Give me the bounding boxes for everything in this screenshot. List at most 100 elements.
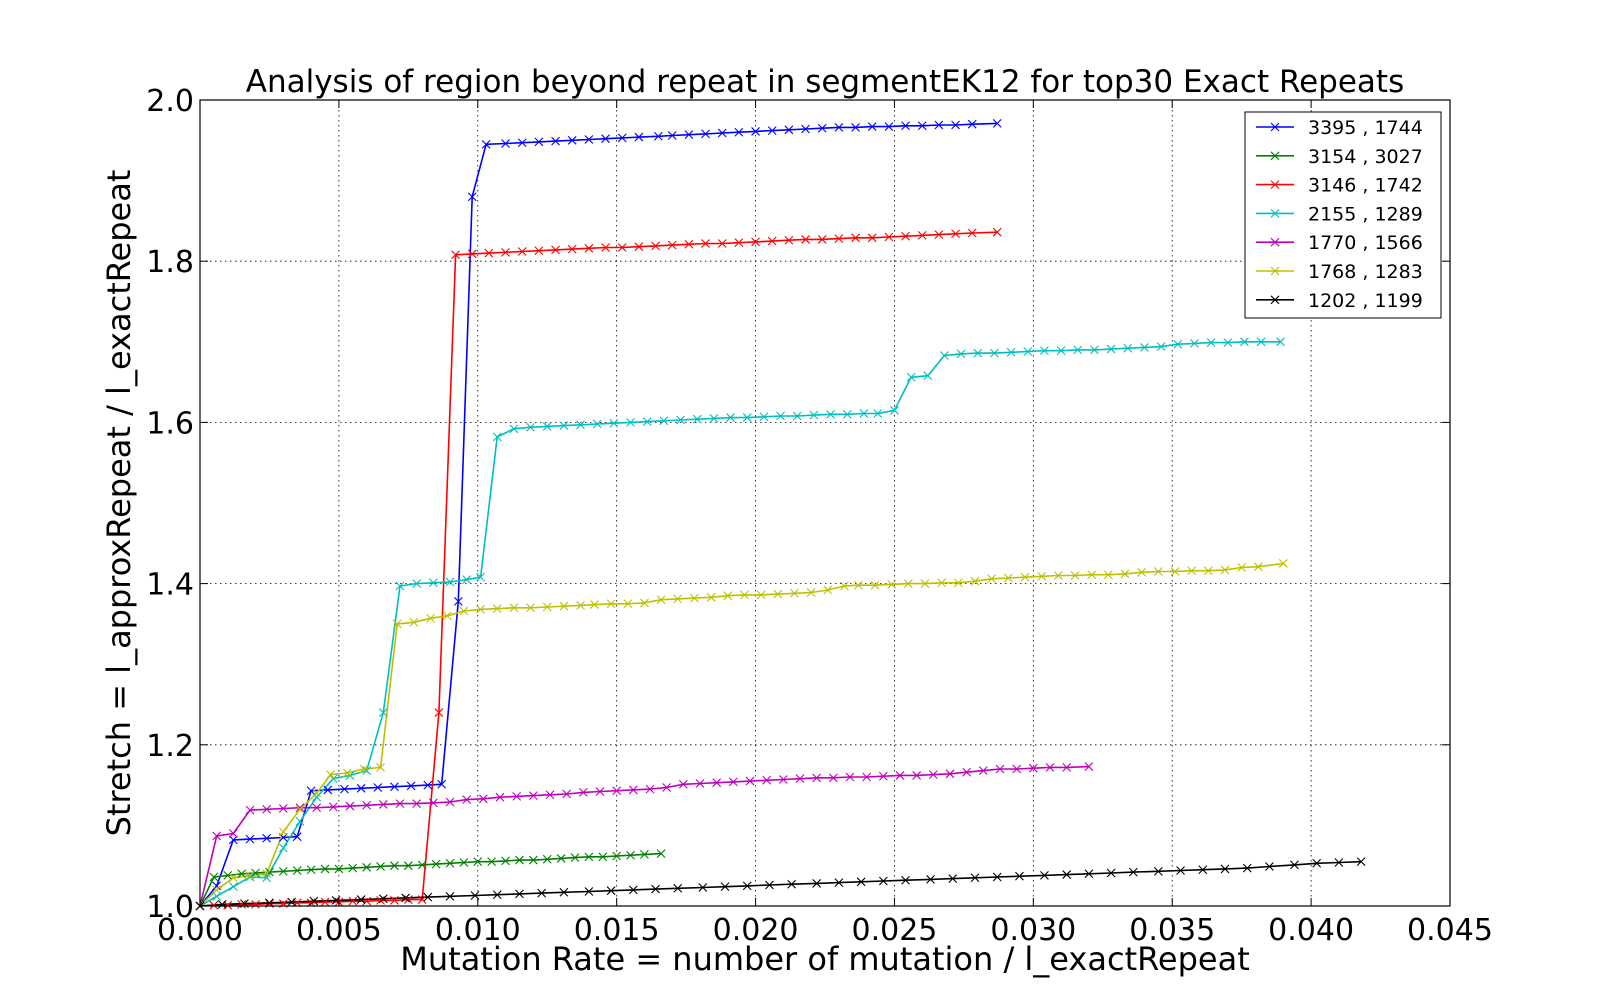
data-point bbox=[873, 409, 883, 418]
legend-marker bbox=[1270, 237, 1280, 247]
data-point bbox=[878, 771, 888, 781]
data-point bbox=[1290, 860, 1299, 870]
data-point bbox=[537, 888, 547, 898]
x-tick-label: 0.010 bbox=[435, 913, 521, 948]
x-tick-label: 0.035 bbox=[1129, 913, 1215, 948]
data-point bbox=[584, 243, 594, 253]
data-point bbox=[1278, 559, 1288, 568]
data-point bbox=[903, 579, 913, 588]
data-point bbox=[717, 128, 727, 138]
data-point bbox=[992, 227, 1002, 237]
data-point bbox=[701, 129, 710, 139]
data-point bbox=[751, 127, 760, 136]
data-point bbox=[623, 599, 633, 609]
data-point bbox=[484, 248, 494, 258]
data-point bbox=[934, 230, 944, 239]
legend-label: 1202 , 1199 bbox=[1308, 290, 1423, 312]
legend-label: 3154 , 3027 bbox=[1308, 146, 1423, 168]
data-point bbox=[1106, 868, 1116, 878]
data-point bbox=[673, 594, 683, 604]
legend-entry-6: 1768 , 1283 bbox=[1256, 261, 1423, 283]
data-point bbox=[1156, 342, 1166, 352]
data-point bbox=[1356, 857, 1366, 867]
data-point bbox=[901, 121, 910, 131]
data-point bbox=[728, 777, 738, 787]
data-point bbox=[1070, 571, 1080, 580]
data-point bbox=[467, 249, 477, 259]
data-point bbox=[1137, 567, 1147, 577]
y-tick-label: 1.0 bbox=[146, 890, 194, 925]
data-point bbox=[526, 603, 535, 613]
data-point bbox=[1037, 571, 1047, 581]
data-point bbox=[237, 869, 247, 879]
legend-marker bbox=[1270, 122, 1280, 132]
data-point bbox=[295, 816, 305, 826]
data-point bbox=[917, 121, 927, 131]
data-point bbox=[653, 131, 663, 141]
data-point bbox=[1123, 343, 1133, 353]
data-point bbox=[251, 868, 260, 878]
chart-title: Analysis of region beyond repeat in segm… bbox=[246, 64, 1404, 100]
data-point bbox=[834, 234, 844, 244]
data-point bbox=[556, 854, 566, 863]
data-point bbox=[509, 424, 519, 434]
data-point bbox=[245, 805, 255, 815]
data-point bbox=[278, 843, 288, 853]
data-point bbox=[712, 778, 722, 788]
data-point bbox=[726, 413, 735, 422]
legend-entry-4: 2155 , 1289 bbox=[1256, 203, 1423, 225]
data-point bbox=[1334, 858, 1344, 867]
data-point bbox=[992, 118, 1002, 128]
data-point bbox=[590, 600, 599, 609]
data-point bbox=[442, 611, 452, 621]
data-point bbox=[209, 900, 219, 910]
data-point bbox=[1015, 871, 1024, 881]
data-point bbox=[801, 124, 810, 134]
x-axis-label: Mutation Rate = number of mutation / l_e… bbox=[400, 940, 1250, 978]
data-point bbox=[1045, 762, 1055, 772]
data-point bbox=[906, 372, 916, 382]
data-point bbox=[476, 572, 485, 582]
data-point bbox=[362, 766, 372, 775]
legend-entry-5: 1770 , 1566 bbox=[1256, 232, 1423, 254]
data-point bbox=[462, 575, 472, 584]
data-point bbox=[378, 708, 388, 717]
data-point bbox=[584, 887, 594, 896]
data-point bbox=[1242, 863, 1252, 873]
data-point bbox=[1056, 346, 1066, 356]
legend-label: 2155 , 1289 bbox=[1308, 203, 1423, 225]
data-point bbox=[742, 881, 752, 891]
data-point bbox=[487, 857, 497, 867]
data-point bbox=[812, 773, 822, 783]
data-point bbox=[376, 862, 385, 871]
series-line-6 bbox=[199, 562, 1284, 907]
data-point bbox=[492, 604, 502, 613]
data-point bbox=[209, 872, 219, 882]
data-point bbox=[887, 580, 897, 589]
axis-ticks bbox=[199, 99, 1451, 907]
data-point bbox=[409, 617, 419, 627]
data-point bbox=[453, 596, 463, 606]
data-point bbox=[492, 432, 502, 442]
data-point bbox=[576, 600, 585, 610]
data-point bbox=[245, 834, 255, 844]
data-point bbox=[673, 883, 683, 893]
data-point bbox=[1176, 866, 1185, 875]
legend-box bbox=[1244, 111, 1442, 319]
data-point bbox=[695, 779, 705, 788]
data-point bbox=[515, 889, 524, 899]
legend-label: 3146 , 1742 bbox=[1308, 175, 1423, 197]
data-point bbox=[1006, 347, 1016, 357]
data-point bbox=[870, 580, 880, 590]
data-point bbox=[334, 864, 344, 874]
data-point bbox=[526, 422, 535, 432]
data-point bbox=[1084, 869, 1094, 879]
legend: 3395 , 1744 3154 , 3027 3146 , 1742 2155 , … bbox=[1244, 111, 1442, 319]
data-point bbox=[228, 882, 238, 892]
data-point bbox=[617, 133, 627, 143]
data-point bbox=[1198, 865, 1208, 875]
data-point bbox=[690, 593, 699, 603]
data-point bbox=[376, 762, 385, 772]
data-point bbox=[834, 878, 844, 888]
data-point bbox=[515, 855, 524, 865]
